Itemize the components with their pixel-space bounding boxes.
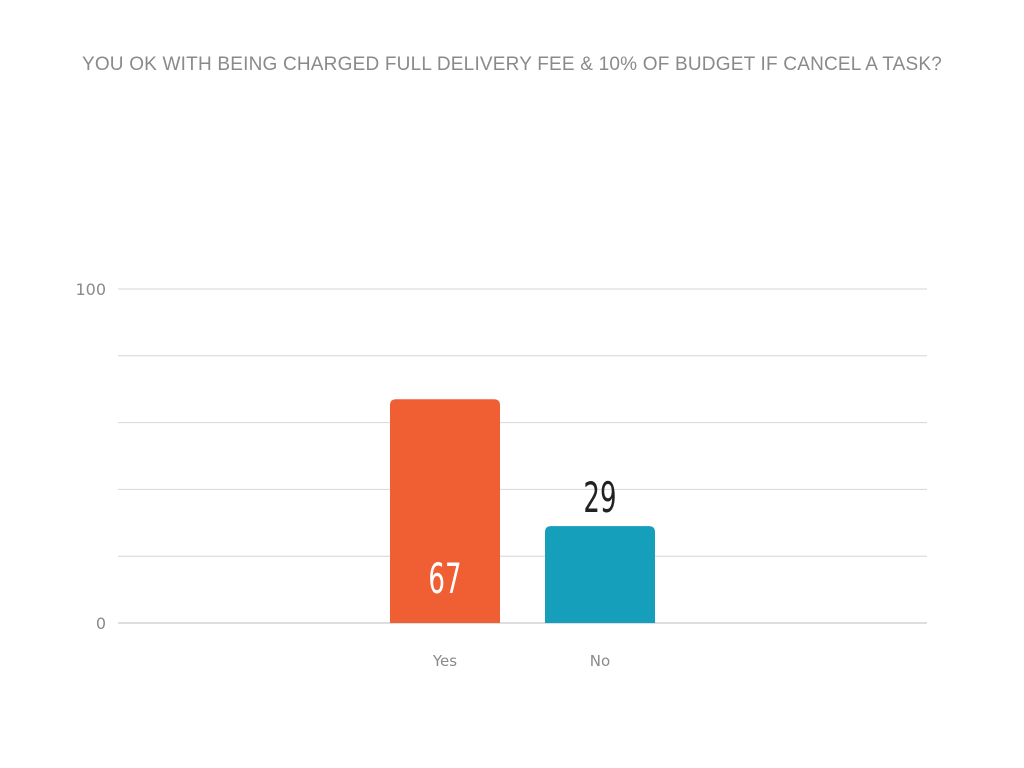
bar-no [545,526,655,623]
value-labels: 67 29 [428,475,616,604]
bar-yes [390,399,500,623]
bars [390,399,655,623]
chart-title: YOU OK WITH BEING CHARGED FULL DELIVERY … [81,54,943,75]
category-label-no: No [590,652,610,670]
y-axis-ticks: 0 100 [75,280,106,633]
y-tick-label: 0 [96,614,106,633]
x-axis-categories: Yes No [432,652,610,670]
gridlines [118,288,927,624]
value-label-yes: 67 [428,556,461,604]
category-label-yes: Yes [432,652,457,670]
value-label-no: 29 [583,475,616,523]
y-tick-label: 100 [75,280,106,299]
